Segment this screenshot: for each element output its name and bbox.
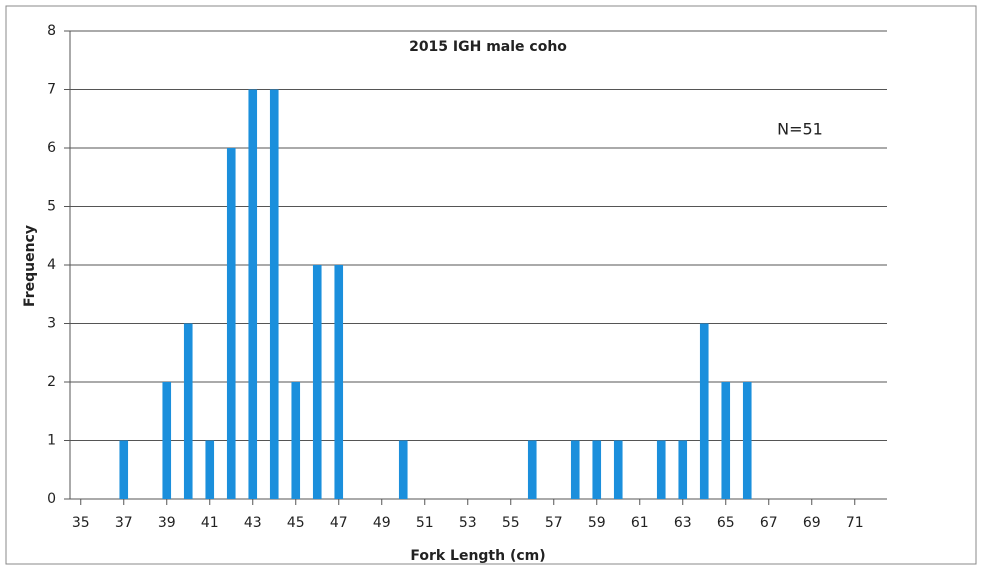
x-tick-label: 65 xyxy=(717,515,735,531)
bar xyxy=(312,265,322,499)
bar xyxy=(119,440,129,499)
x-tick-label: 57 xyxy=(545,515,563,531)
x-tick-label: 69 xyxy=(803,515,821,531)
x-tick-label: 47 xyxy=(330,515,348,531)
x-tick-label: 35 xyxy=(72,515,90,531)
bar xyxy=(334,265,344,499)
x-tick-label: 39 xyxy=(158,515,176,531)
x-tick-label: 59 xyxy=(588,515,606,531)
x-tick-label: 51 xyxy=(416,515,434,531)
bar xyxy=(656,440,666,499)
y-tick-label: 6 xyxy=(47,140,56,156)
bar xyxy=(398,440,408,499)
x-tick-label: 49 xyxy=(373,515,391,531)
x-tick-label: 63 xyxy=(674,515,692,531)
y-tick-label: 8 xyxy=(47,23,56,39)
bar xyxy=(291,382,301,499)
x-tick-label: 67 xyxy=(760,515,778,531)
bar xyxy=(527,440,537,499)
bar xyxy=(183,323,193,499)
x-tick-label: 43 xyxy=(244,515,262,531)
bar xyxy=(699,323,709,499)
y-tick-label: 7 xyxy=(47,82,56,98)
bar xyxy=(721,382,731,499)
bar xyxy=(678,440,688,499)
bar xyxy=(269,89,279,499)
y-tick-label: 2 xyxy=(47,374,56,390)
x-tick-label: 71 xyxy=(846,515,864,531)
x-tick-label: 53 xyxy=(459,515,477,531)
bar xyxy=(248,89,258,499)
chart-title: 2015 IGH male coho xyxy=(409,39,567,55)
y-axis-label: Frequency xyxy=(22,225,38,307)
y-tick-label: 0 xyxy=(47,491,56,507)
x-tick-label: 61 xyxy=(631,515,649,531)
bar xyxy=(742,382,752,499)
x-tick-label: 55 xyxy=(502,515,520,531)
x-tick-label: 37 xyxy=(115,515,133,531)
x-tick-label: 41 xyxy=(201,515,219,531)
y-tick-label: 5 xyxy=(47,199,56,215)
bar xyxy=(613,440,623,499)
bar xyxy=(592,440,602,499)
bar xyxy=(570,440,580,499)
y-tick-label: 1 xyxy=(47,433,56,449)
bar xyxy=(226,148,236,499)
bar xyxy=(162,382,172,499)
annotation: N=51 xyxy=(777,120,823,139)
x-axis-label: Fork Length (cm) xyxy=(410,548,545,564)
y-tick-label: 3 xyxy=(47,316,56,332)
x-tick-label: 45 xyxy=(287,515,305,531)
y-tick-label: 4 xyxy=(47,257,56,273)
bar xyxy=(205,440,215,499)
